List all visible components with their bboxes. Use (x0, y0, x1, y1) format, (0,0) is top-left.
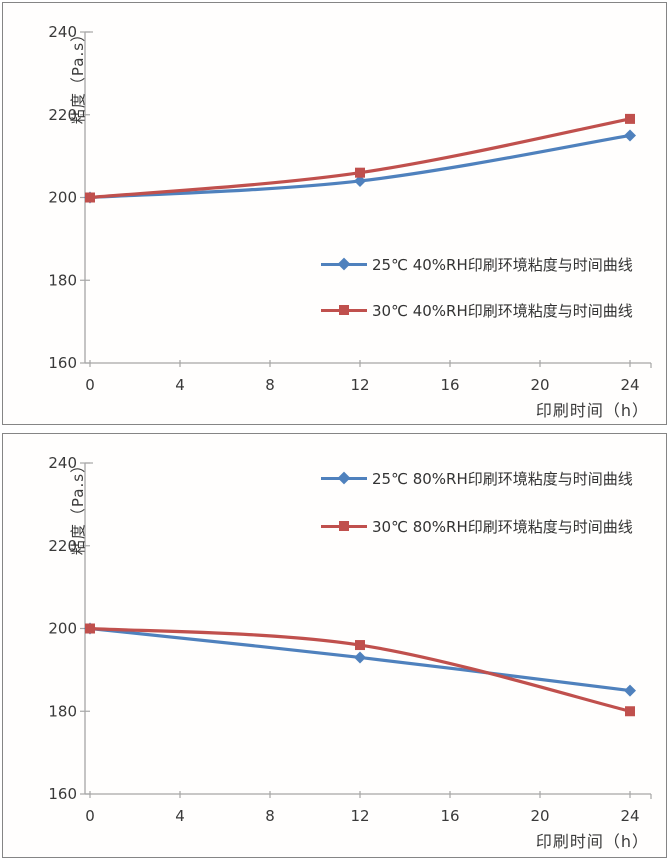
plot-area-40rh: 240 220 200 180 160 0 4 8 12 16 20 24 (48, 23, 652, 394)
svg-text:8: 8 (265, 807, 275, 825)
svg-text:4: 4 (175, 376, 185, 394)
diamond-marker-icon (337, 257, 351, 271)
svg-text:4: 4 (175, 807, 185, 825)
svg-text:160: 160 (48, 785, 77, 803)
x-axis-title: 印刷时间（h） (535, 832, 649, 851)
svg-text:12: 12 (350, 807, 369, 825)
legend-label: 30℃ 80%RH印刷环境粘度与时间曲线 (372, 517, 633, 536)
svg-text:160: 160 (48, 354, 77, 372)
svg-text:220: 220 (48, 106, 77, 124)
svg-text:20: 20 (530, 807, 549, 825)
legend-80rh: 25℃ 80%RH印刷环境粘度与时间曲线 30℃ 80%RH印刷环境粘度与时间曲… (321, 469, 633, 536)
legend-line-sample (321, 471, 367, 485)
chart-panel-40rh: 240 220 200 180 160 0 4 8 12 16 20 24 粘度（Pa.s） 印刷时间… (2, 2, 667, 425)
svg-text:24: 24 (620, 807, 639, 825)
svg-text:200: 200 (48, 620, 77, 638)
legend-label: 25℃ 80%RH印刷环境粘度与时间曲线 (372, 469, 633, 488)
svg-text:0: 0 (85, 807, 95, 825)
x-axis-title: 印刷时间（h） (535, 401, 649, 420)
y-axis-title: 粘度（Pa.s） (69, 456, 87, 556)
svg-text:16: 16 (440, 807, 459, 825)
svg-text:220: 220 (48, 537, 77, 555)
legend-item-25c-80rh: 25℃ 80%RH印刷环境粘度与时间曲线 (321, 469, 633, 488)
square-marker-icon (339, 521, 349, 531)
legend-40rh: 25℃ 40%RH印刷环境粘度与时间曲线 30℃ 40%RH印刷环境粘度与时间曲… (321, 255, 633, 320)
svg-text:24: 24 (620, 376, 639, 394)
diamond-marker-icon (337, 471, 351, 485)
legend-item-30c-40rh: 30℃ 40%RH印刷环境粘度与时间曲线 (321, 301, 633, 320)
svg-text:240: 240 (48, 454, 77, 472)
chart-panel-80rh: 240 220 200 180 160 0 4 8 12 16 20 24 粘度（Pa.s） 印刷时间… (2, 433, 667, 858)
svg-text:16: 16 (440, 376, 459, 394)
legend-item-30c-80rh: 30℃ 80%RH印刷环境粘度与时间曲线 (321, 517, 633, 536)
legend-label: 25℃ 40%RH印刷环境粘度与时间曲线 (372, 255, 633, 274)
svg-text:200: 200 (48, 189, 77, 207)
legend-line-sample (321, 257, 367, 271)
legend-item-25c-40rh: 25℃ 40%RH印刷环境粘度与时间曲线 (321, 255, 633, 274)
svg-text:240: 240 (48, 23, 77, 41)
svg-text:8: 8 (265, 376, 275, 394)
svg-text:20: 20 (530, 376, 549, 394)
plot-area-80rh: 240 220 200 180 160 0 4 8 12 16 20 24 (48, 454, 652, 825)
legend-line-sample (321, 305, 367, 315)
svg-text:180: 180 (48, 702, 77, 720)
legend-line-sample (321, 521, 367, 531)
legend-label: 30℃ 40%RH印刷环境粘度与时间曲线 (372, 301, 633, 320)
svg-text:12: 12 (350, 376, 369, 394)
svg-text:0: 0 (85, 376, 95, 394)
square-marker-icon (339, 305, 349, 315)
y-axis-title: 粘度（Pa.s） (69, 25, 87, 125)
svg-text:180: 180 (48, 271, 77, 289)
